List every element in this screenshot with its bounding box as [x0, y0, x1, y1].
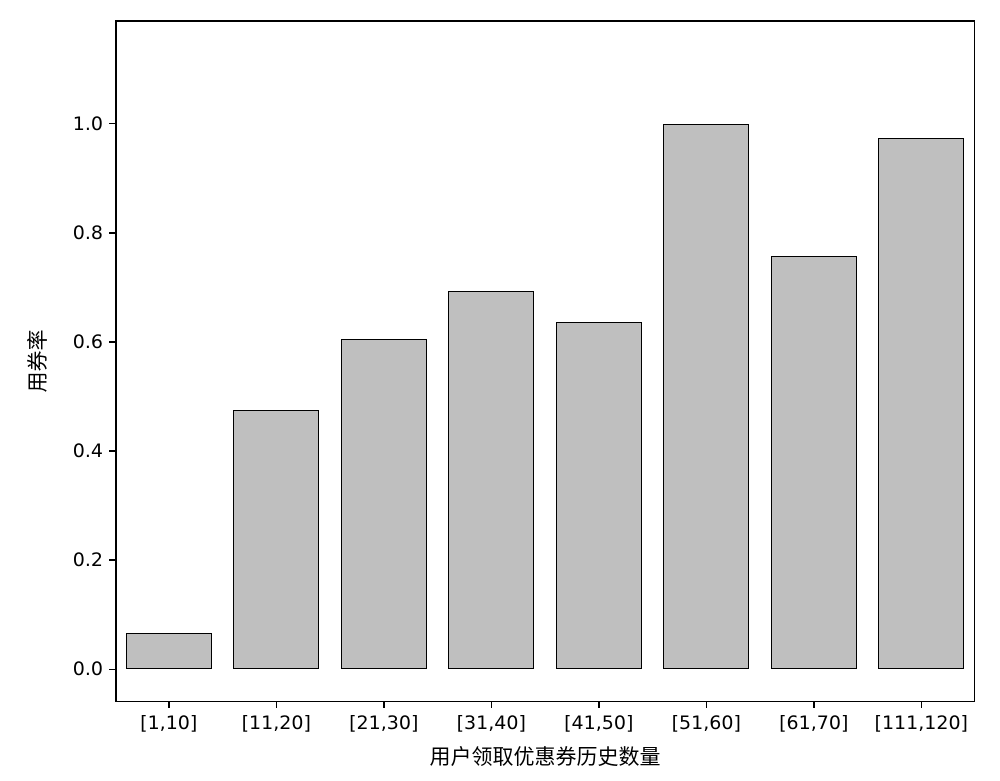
x-tick-label: [11,20]: [242, 712, 311, 734]
x-tick: [276, 702, 278, 708]
x-tick-label: [61,70]: [779, 712, 848, 734]
x-axis-label: 用户领取优惠券历史数量: [430, 741, 661, 771]
x-tick: [168, 702, 170, 708]
x-tick-label: [1,10]: [140, 712, 197, 734]
y-tick: [109, 669, 115, 671]
axis-spine: [974, 20, 976, 702]
x-tick: [491, 702, 493, 708]
bar: [556, 322, 642, 669]
x-tick: [598, 702, 600, 708]
y-tick-label: 0.6: [43, 331, 103, 353]
x-tick-label: [111,120]: [875, 712, 968, 734]
x-tick: [921, 702, 923, 708]
y-tick-label: 0.2: [43, 549, 103, 571]
bar: [663, 124, 749, 670]
x-tick: [383, 702, 385, 708]
y-axis-label: 用券率: [22, 330, 52, 393]
bar: [771, 256, 857, 669]
y-tick: [109, 341, 115, 343]
axis-spine: [115, 701, 975, 703]
axis-spine: [115, 20, 117, 702]
bar: [878, 138, 964, 669]
x-tick-label: [31,40]: [457, 712, 526, 734]
y-tick-label: 0.0: [43, 658, 103, 680]
x-tick: [813, 702, 815, 708]
y-tick: [109, 232, 115, 234]
plot-area: 0.00.20.40.60.81.0[1,10][11,20][21,30][3…: [115, 20, 975, 702]
y-tick-label: 0.8: [43, 222, 103, 244]
y-tick-label: 0.4: [43, 440, 103, 462]
bar: [126, 633, 212, 669]
bar: [341, 339, 427, 669]
figure: 0.0 0.2 0.4 0.6 0.8 1.0 [1,10] [11,20] [21,30] [3…: [0, 0, 1000, 781]
x-tick-label: [51,60]: [672, 712, 741, 734]
bar: [448, 291, 534, 669]
x-tick-label: [21,30]: [349, 712, 418, 734]
bar: [233, 410, 319, 669]
y-tick-label: 1.0: [43, 113, 103, 135]
y-tick: [109, 559, 115, 561]
axis-spine: [115, 20, 975, 22]
x-tick: [706, 702, 708, 708]
y-tick: [109, 450, 115, 452]
y-tick: [109, 123, 115, 125]
x-tick-label: [41,50]: [564, 712, 633, 734]
